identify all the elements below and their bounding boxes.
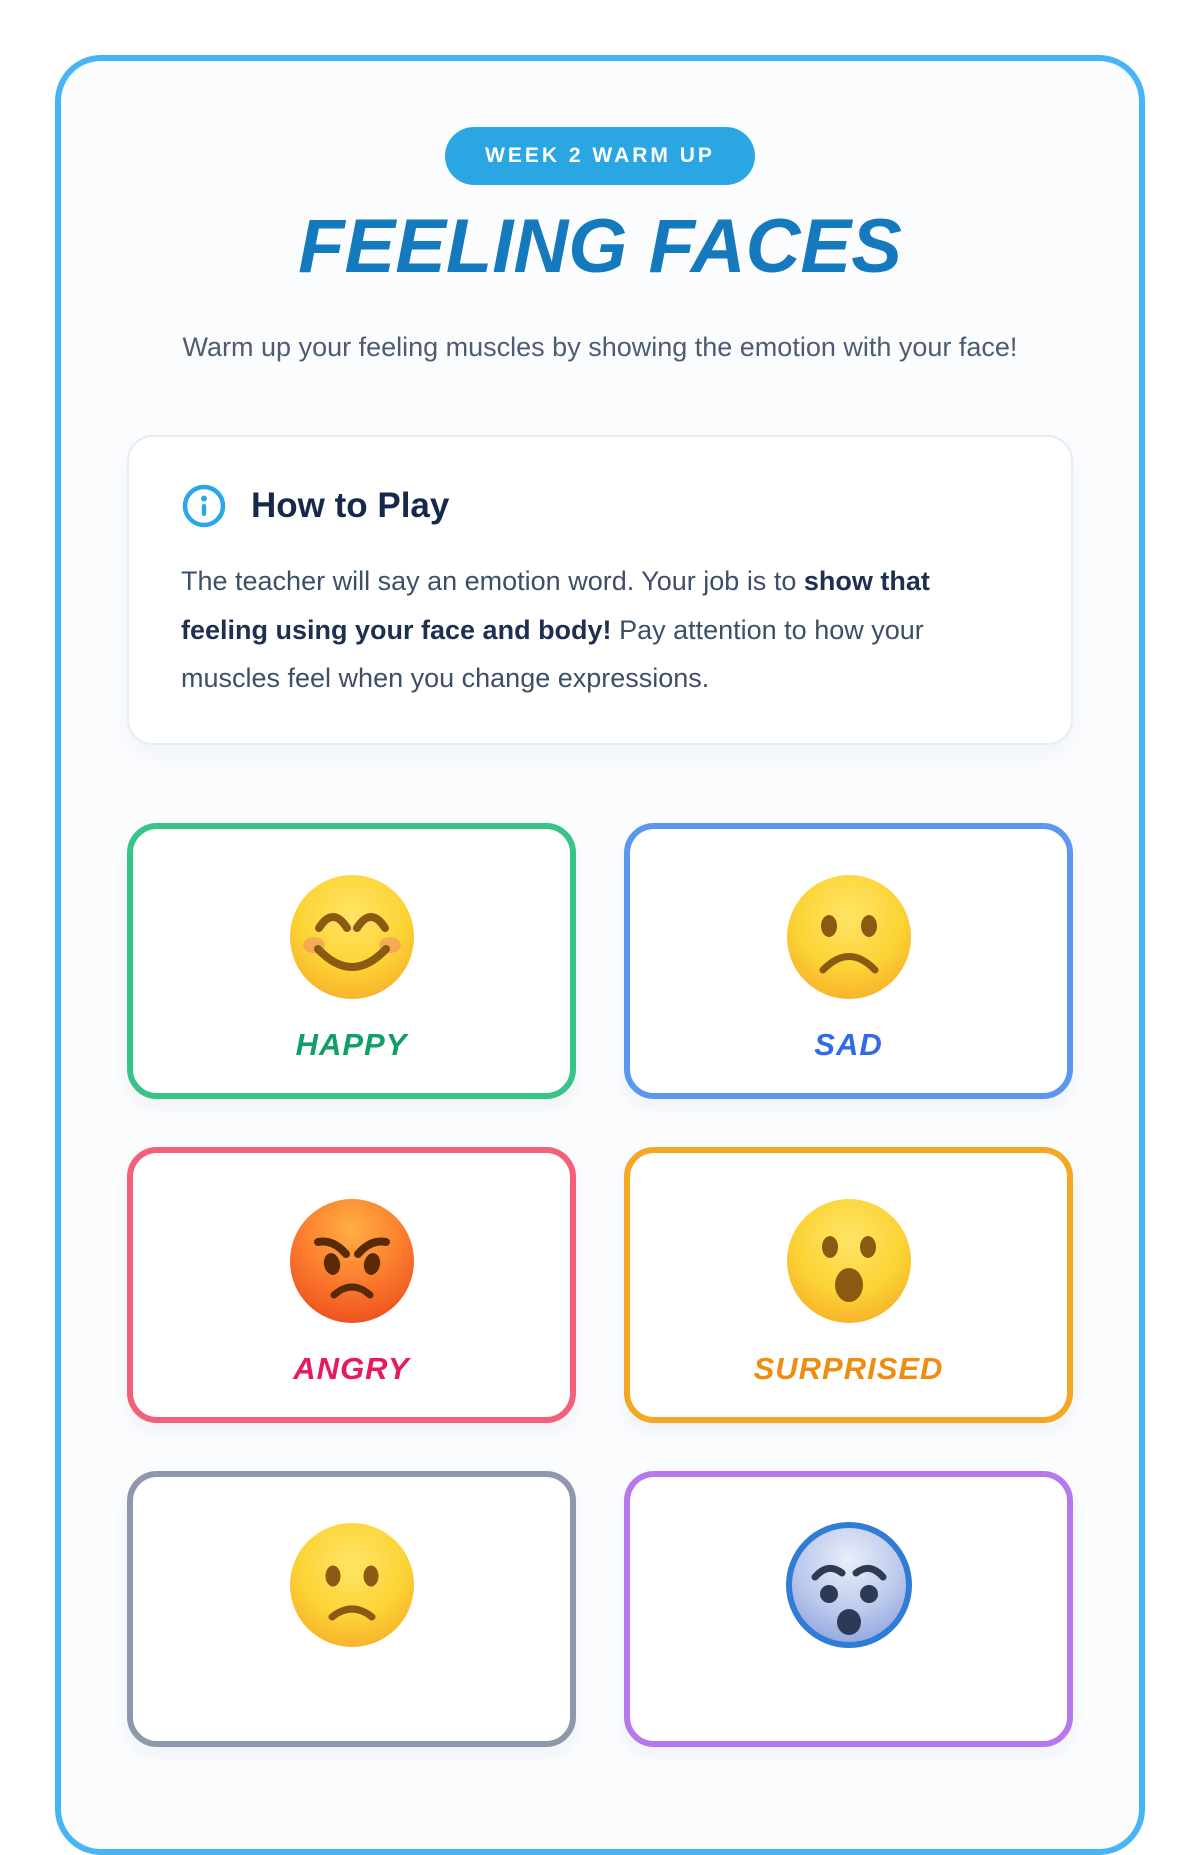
how-to-play-card: How to Play The teacher will say an emot…: [127, 435, 1073, 745]
emotion-label: SAD: [814, 1026, 883, 1062]
body-text-prefix: The teacher will say an emotion word. Yo…: [181, 566, 804, 597]
emotion-card-surprised: SURPRISED: [624, 1146, 1073, 1423]
emotion-card-happy: HAPPY: [127, 822, 576, 1099]
page-subtitle: Warm up your feeling muscles by showing …: [182, 331, 1018, 362]
week-badge: WEEK 2 WARM UP: [445, 127, 755, 185]
sad-face-emoji: [785, 873, 913, 1001]
emotion-card-sad: SAD: [624, 822, 1073, 1099]
emotion-card-worried-face-emoji: [127, 1470, 576, 1747]
how-to-play-title: How to Play: [251, 486, 450, 526]
worksheet-frame: WEEK 2 WARM UP FEELING FACES Warm up you…: [55, 55, 1145, 1855]
how-to-play-body: The teacher will say an emotion word. Yo…: [181, 557, 1019, 703]
surprised-face-emoji: [785, 1197, 913, 1325]
worried-face-emoji: [288, 1521, 416, 1649]
scared-face-emoji: [785, 1521, 913, 1649]
emotion-card-grid: HAPPY SAD ANGRY SURPRISED: [127, 822, 1073, 1747]
emotion-label: SURPRISED: [753, 1350, 944, 1386]
body-text-suffix: Pay attention to how your muscles feel w…: [181, 614, 924, 694]
emotion-card-angry: ANGRY: [127, 1146, 576, 1423]
emotion-card-scared-face-emoji: [624, 1470, 1073, 1747]
emotion-label: ANGRY: [293, 1350, 410, 1386]
info-icon: [181, 483, 227, 529]
page-title: FEELING FACES: [298, 204, 902, 289]
happy-face-emoji: [288, 873, 416, 1001]
emotion-label: HAPPY: [295, 1026, 408, 1062]
body-text-bold: show that feeling using your face and bo…: [181, 566, 930, 645]
how-to-play-header: How to Play: [181, 483, 1019, 529]
angry-face-emoji: [288, 1197, 416, 1325]
